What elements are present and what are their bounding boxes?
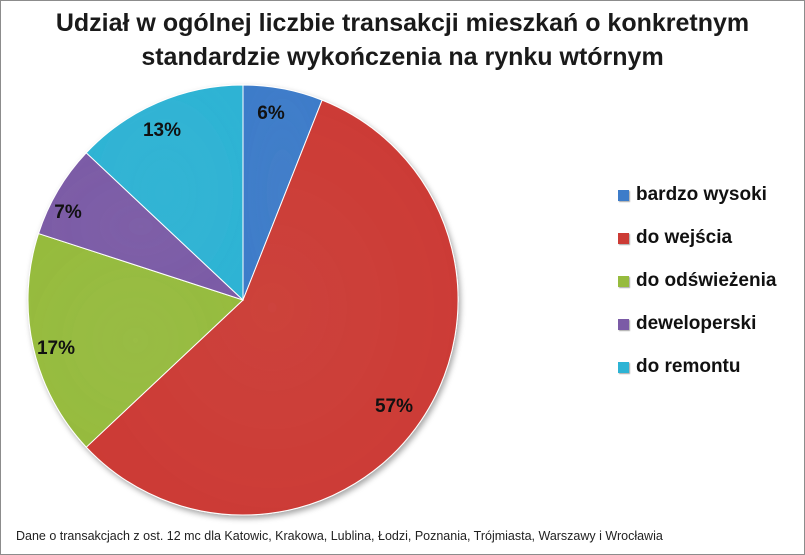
legend-label: do remontu xyxy=(636,356,741,377)
legend-label: do wejścia xyxy=(636,227,733,248)
chart-legend: bardzo wysoki do wejścia do odświeżenia dew… xyxy=(618,184,798,399)
legend-item-bardzo-wysoki: bardzo wysoki xyxy=(618,184,798,206)
data-label-do-remontu: 13% xyxy=(143,120,181,141)
data-label-do-odświeżenia: 17% xyxy=(37,338,75,359)
pie-slice-do-wejścia xyxy=(85,99,459,516)
data-label-do-wejścia: 57% xyxy=(375,396,413,417)
legend-swatch xyxy=(618,361,629,373)
legend-label: deweloperski xyxy=(636,313,757,334)
chart-title-line-2: standardzie wykończenia na rynku wtórnym xyxy=(141,43,664,71)
legend-swatch xyxy=(618,232,629,244)
source-footnote: Dane o transakcjach z ost. 12 mc dla Kat… xyxy=(16,529,663,543)
legend-label: do odświeżenia xyxy=(636,270,777,291)
legend-item-do-remontu: do remontu xyxy=(618,356,798,378)
pie-slice-do-odświeżenia xyxy=(27,232,244,448)
pie-slice-do-remontu xyxy=(85,84,244,302)
legend-item-do-odświeżenia: do odświeżenia xyxy=(618,270,798,292)
legend-swatch xyxy=(618,318,629,330)
chart-title: Udział w ogólnej liczbie transakcji mies… xyxy=(40,6,765,74)
data-label-bardzo-wysoki: 6% xyxy=(257,103,285,124)
legend-swatch xyxy=(618,275,629,287)
legend-swatch xyxy=(618,189,629,201)
chart-title-line-1: Udział w ogólnej liczbie transakcji mies… xyxy=(55,9,750,37)
data-label-deweloperski: 7% xyxy=(54,202,82,223)
legend-item-deweloperski: deweloperski xyxy=(618,313,798,335)
legend-item-do-wejścia: do wejścia xyxy=(618,227,798,249)
legend-label: bardzo wysoki xyxy=(636,184,767,205)
